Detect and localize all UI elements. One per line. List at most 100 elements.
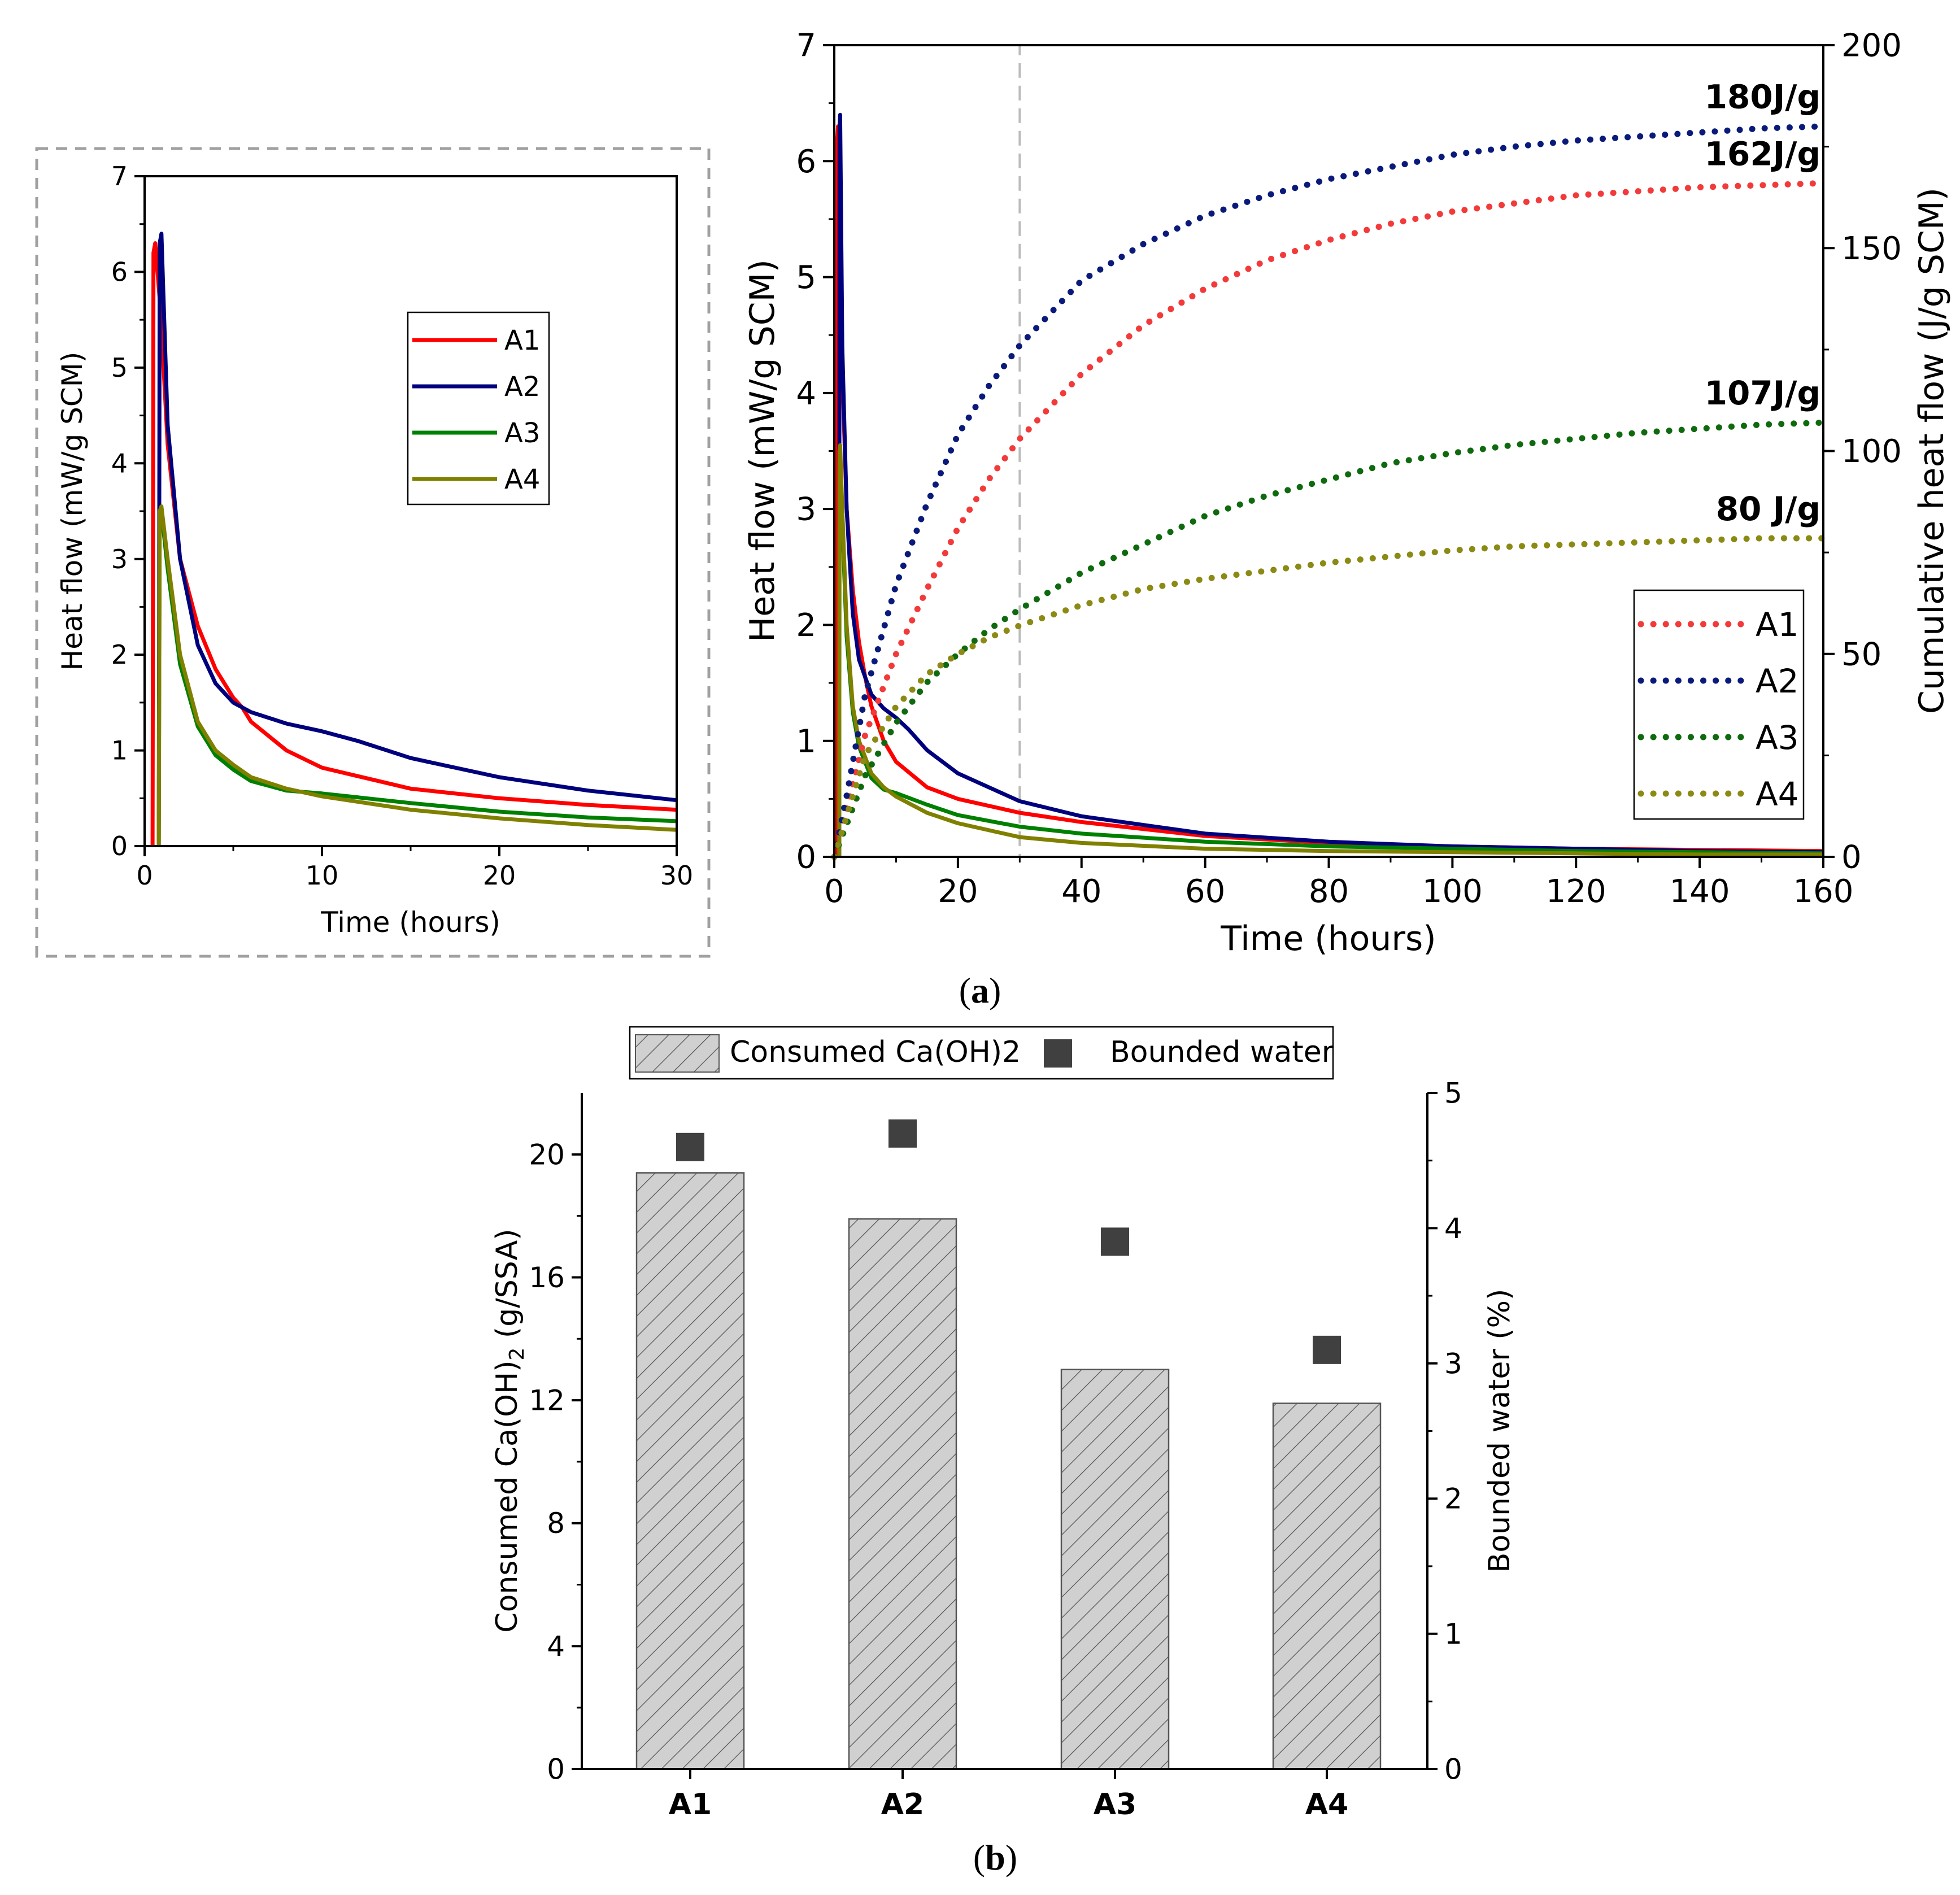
panel-a-y-axis-label: Heat flow (mW/g SCM): [743, 259, 782, 642]
y-tick-label: 3: [796, 491, 816, 528]
inset-line-a3: [156, 509, 677, 847]
x-tick-label: 0: [136, 860, 153, 891]
x-tick-label-a2: A2: [881, 1788, 924, 1822]
inset-line-a4: [156, 504, 677, 847]
inset-legend-label-a2: A2: [504, 371, 540, 403]
marker-a2: [888, 1119, 917, 1148]
panel-a-letter: a: [971, 970, 989, 1010]
inset-x-ticks: 0 10 20 30: [136, 846, 693, 891]
x-tick-label: 0: [824, 873, 844, 910]
bar-a2: [848, 1218, 957, 1770]
cumulative-line-a2: [831, 123, 1827, 860]
panel-b-y-ticks: 0 4 8 12 16 20: [529, 1138, 582, 1786]
panel-a-x-ticks: 0 20 40 60 80 100 120 140 160: [824, 857, 1853, 910]
y-tick-label: 0: [111, 831, 128, 861]
panel-a-heat-flow-series: [835, 112, 1824, 857]
y-tick-label: 7: [796, 28, 816, 64]
inset-legend-items: A1 A2 A3 A4: [412, 325, 540, 495]
annotation-a2: 180J/g: [1705, 78, 1820, 116]
y-tick-label: 50: [1841, 636, 1881, 673]
panel-a-legend-label-a3: A3: [1756, 718, 1799, 757]
panel-a-annotations: 180J/g 162J/g 107J/g 80 J/g: [1705, 78, 1820, 528]
x-tick-label: 20: [938, 873, 978, 910]
x-tick-label: 80: [1309, 873, 1349, 910]
y-tick-label: 150: [1841, 230, 1902, 267]
panel-a-legend-items: A1 A2 A3 A4: [1637, 605, 1799, 813]
panel-a-y-ticks: 0 1 2 3 4 5 6 7: [796, 28, 834, 876]
legend-marker-bounded-water: [1044, 1039, 1072, 1068]
panel-a-legend-box: [1633, 589, 1805, 820]
panel-b-legend-box: [629, 1026, 1334, 1080]
panel-a-legend: A1 A2 A3 A4: [1633, 589, 1805, 820]
x-tick-label: 40: [1061, 873, 1101, 910]
x-tick-label: 30: [660, 860, 694, 891]
heat-line-a4: [837, 443, 1823, 857]
legend-label-bounded-water: Bounded water: [1110, 1035, 1334, 1069]
y-tick-label: 5: [796, 259, 816, 296]
inset-legend-label-a4: A4: [504, 464, 540, 495]
y-tick-label: 5: [111, 352, 128, 383]
heat-line-a2: [837, 112, 1824, 857]
inset-legend-label-a1: A1: [504, 325, 540, 356]
inset-dashed-frame: [35, 147, 711, 958]
panel-a-legend-label-a2: A2: [1756, 662, 1799, 700]
y-tick-label: 3: [111, 544, 128, 574]
y-tick-label: 0: [1444, 1753, 1462, 1786]
inset-legend-label-a3: A3: [504, 417, 540, 449]
panel-b-markers: [676, 1119, 1341, 1364]
x-tick-label: 10: [306, 860, 339, 891]
y-tick-label: 0: [1841, 839, 1862, 876]
panel-b-caption: (b): [973, 1837, 1017, 1877]
y-tick-label: 8: [547, 1507, 565, 1540]
x-tick-label: 160: [1793, 873, 1854, 910]
panel-a-caption: (a): [959, 970, 1001, 1010]
y-tick-label: 12: [529, 1384, 565, 1417]
panel-b-legend: Consumed Ca(OH)2 Bounded water: [629, 1026, 1334, 1080]
x-tick-label: 60: [1185, 873, 1225, 910]
panel-a-legend-label-a4: A4: [1756, 775, 1799, 813]
x-tick-label-a3: A3: [1094, 1788, 1136, 1822]
panel-a-legend-label-a1: A1: [1756, 605, 1799, 644]
inset-y-ticks: 0 1 2 3 4 5 6 7: [111, 161, 145, 861]
inset-legend-box: [407, 311, 550, 506]
x-tick-label: 100: [1422, 873, 1483, 910]
inset-plot-frame: [143, 175, 678, 847]
panel-a-cumulative-series: [831, 123, 1827, 860]
panel-a-y2-ticks: 0 50 100 150 200: [1823, 28, 1902, 876]
x-tick-label-a4: A4: [1305, 1788, 1348, 1822]
y-tick-label: 20: [529, 1138, 565, 1171]
y-tick-label: 4: [547, 1630, 565, 1663]
annotation-a3: 107J/g: [1705, 374, 1820, 412]
marker-a1: [676, 1132, 704, 1161]
annotation-a1: 162J/g: [1705, 134, 1820, 173]
legend-swatch-consumed-caoh2: [635, 1034, 720, 1073]
bar-a3: [1060, 1369, 1170, 1770]
panel-b-chart: Consumed Ca(OH)2 Bounded water A1 A2 A3 A4 …: [490, 1026, 1517, 1822]
y-tick-label: 4: [796, 375, 816, 412]
x-tick-label: 140: [1670, 873, 1730, 910]
y-tick-label: 4: [1444, 1212, 1462, 1245]
x-tick-label: 20: [483, 860, 516, 891]
y-tick-label: 2: [1444, 1483, 1462, 1515]
y-tick-label: 4: [111, 448, 128, 478]
panel-b-y-axis-label: Consumed Ca(OH)2 (g/SSA): [490, 1229, 529, 1632]
panel-b-y-label-main: Consumed Ca(OH): [490, 1361, 524, 1633]
y-tick-label: 1: [1444, 1618, 1462, 1650]
annotation-a4: 80 J/g: [1716, 490, 1820, 528]
panel-b-y-label-tail: (g/SSA): [490, 1229, 524, 1347]
legend-label-consumed-caoh2: Consumed Ca(OH)2: [730, 1035, 1021, 1069]
y-tick-label: 100: [1841, 433, 1902, 470]
y-tick-label: 2: [111, 639, 128, 670]
y-tick-label: 6: [111, 257, 128, 287]
panel-b-x-ticks: A1 A2 A3 A4: [669, 1769, 1348, 1822]
y-tick-label: 7: [111, 161, 128, 191]
panel-b-y-label-sub: 2: [506, 1348, 529, 1361]
y-tick-label: 1: [796, 723, 816, 760]
y-tick-label: 0: [796, 839, 816, 876]
cumulative-line-a1: [831, 180, 1827, 860]
inset-legend: A1 A2 A3 A4: [407, 311, 550, 506]
y-tick-label: 5: [1444, 1077, 1462, 1110]
cumulative-line-a3: [831, 419, 1827, 860]
inset-y-axis-label: Heat flow (mW/g SCM): [56, 352, 89, 671]
